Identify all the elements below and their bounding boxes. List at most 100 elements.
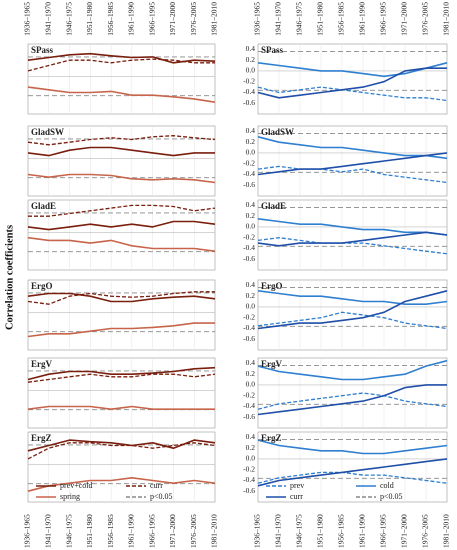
series-line <box>257 165 448 184</box>
y-tick-label: 0.4 <box>246 432 256 441</box>
window-label: 1956–1985 <box>106 514 115 548</box>
window-label: 1981–2010 <box>210 2 219 36</box>
y-tick-label: 0.0 <box>246 148 256 157</box>
series-line <box>257 152 448 176</box>
y-tick-label: 0.0 <box>246 66 256 75</box>
y-tick-label: -0.6 <box>243 254 255 263</box>
y-tick-label: 0.2 <box>246 369 256 378</box>
series-line <box>27 220 216 231</box>
window-label: 1971–2000 <box>168 2 177 36</box>
series-line <box>27 292 216 303</box>
y-tick-label: 0.0 <box>246 454 256 463</box>
window-label: 1966–1995 <box>147 2 156 36</box>
window-label: 1936–1965 <box>253 2 262 36</box>
y-tick-label: 0.2 <box>246 443 256 452</box>
series-line <box>257 458 448 487</box>
y-tick-label: -0.6 <box>243 486 255 495</box>
window-label: 1946–1975 <box>295 514 304 548</box>
y-tick-label: 0.2 <box>246 55 256 64</box>
y-tick-label: 0.2 <box>246 137 256 146</box>
subplot-frame <box>27 431 216 503</box>
window-label: 1976–2005 <box>189 2 198 36</box>
series-line <box>27 52 216 64</box>
subplot-frame <box>27 125 216 197</box>
series-line <box>257 311 448 330</box>
window-label: 1946–1975 <box>64 514 73 548</box>
window-label: 1936–1965 <box>23 514 32 548</box>
subplot-title: GladE <box>261 201 286 211</box>
subplot-title: GladSW <box>31 127 64 137</box>
window-label: 1961–1990 <box>127 514 136 548</box>
series-line <box>257 62 448 78</box>
window-label: 1971–2000 <box>400 2 409 36</box>
y-tick-label: 0.0 <box>246 222 256 231</box>
subplot-title: SPass <box>261 45 284 55</box>
series-line <box>27 442 216 460</box>
window-label: 1981–2010 <box>210 514 219 548</box>
y-tick-label: -0.2 <box>243 76 255 85</box>
series-line <box>27 86 216 103</box>
subplot-frame <box>27 43 216 115</box>
legend-label: spring <box>60 492 80 501</box>
legend-label: p<0.05 <box>150 492 173 501</box>
series-line <box>257 136 448 160</box>
y-tick-label: 0.2 <box>246 291 256 300</box>
window-label: 1966–1995 <box>379 514 388 548</box>
window-label: 1936–1965 <box>253 514 262 548</box>
window-label: 1981–2010 <box>442 2 451 36</box>
subplot-title: GladE <box>31 201 56 211</box>
series-line <box>257 471 448 484</box>
legend-label: prev <box>290 481 304 490</box>
subplot-frame <box>257 125 448 197</box>
subplot-title: ErgV <box>31 359 52 369</box>
y-tick-label: 0.4 <box>246 44 256 53</box>
y-tick-label: -0.2 <box>243 390 255 399</box>
series-line <box>257 290 448 330</box>
window-label: 1981–2010 <box>442 514 451 548</box>
series-line <box>27 173 216 184</box>
series-line <box>257 384 447 416</box>
window-label: 1961–1990 <box>358 514 367 548</box>
window-label: 1951–1980 <box>85 2 94 36</box>
series-line <box>27 135 216 146</box>
series-line <box>257 392 448 410</box>
subplot-frame <box>257 199 448 271</box>
y-tick-label: -0.4 <box>243 323 255 332</box>
series-line <box>27 366 216 381</box>
window-label: 1976–2005 <box>421 2 430 36</box>
y-tick-label: -0.2 <box>243 464 255 473</box>
subplot-frame <box>257 357 448 429</box>
subplot-frame <box>257 431 448 503</box>
window-label: 1951–1980 <box>316 2 325 36</box>
window-label: 1966–1995 <box>147 514 156 548</box>
window-label: 1951–1980 <box>316 514 325 548</box>
y-tick-label: 0.4 <box>246 358 256 367</box>
subplot-title: SPass <box>31 45 54 55</box>
y-tick-label: 0.0 <box>246 302 256 311</box>
subplot-title: ErgV <box>261 359 282 369</box>
subplot-frame <box>27 279 216 351</box>
y-tick-label: -0.4 <box>243 87 255 96</box>
y-tick-label: 0.4 <box>246 126 256 135</box>
series-line <box>257 67 447 99</box>
y-tick-label: 0.0 <box>246 380 256 389</box>
window-label: 1941–1970 <box>43 514 52 548</box>
subplot-frame <box>257 43 448 115</box>
series-line <box>27 236 216 252</box>
series-line <box>257 439 448 455</box>
subplot-title: GladSW <box>261 127 294 137</box>
series-line <box>257 359 448 381</box>
legend-label: p<0.05 <box>380 492 403 501</box>
window-label: 1956–1985 <box>106 2 115 36</box>
window-label: 1936–1965 <box>23 2 32 36</box>
window-label: 1971–2000 <box>168 514 177 548</box>
subplot-frame <box>27 357 216 429</box>
subplot-title: ErgZ <box>261 433 282 443</box>
y-tick-label: -0.6 <box>243 334 255 343</box>
series-line <box>257 237 448 255</box>
y-tick-label: 0.2 <box>246 211 256 220</box>
window-label: 1961–1990 <box>358 2 367 36</box>
window-label: 1956–1985 <box>337 2 346 36</box>
window-label: 1946–1975 <box>64 2 73 36</box>
